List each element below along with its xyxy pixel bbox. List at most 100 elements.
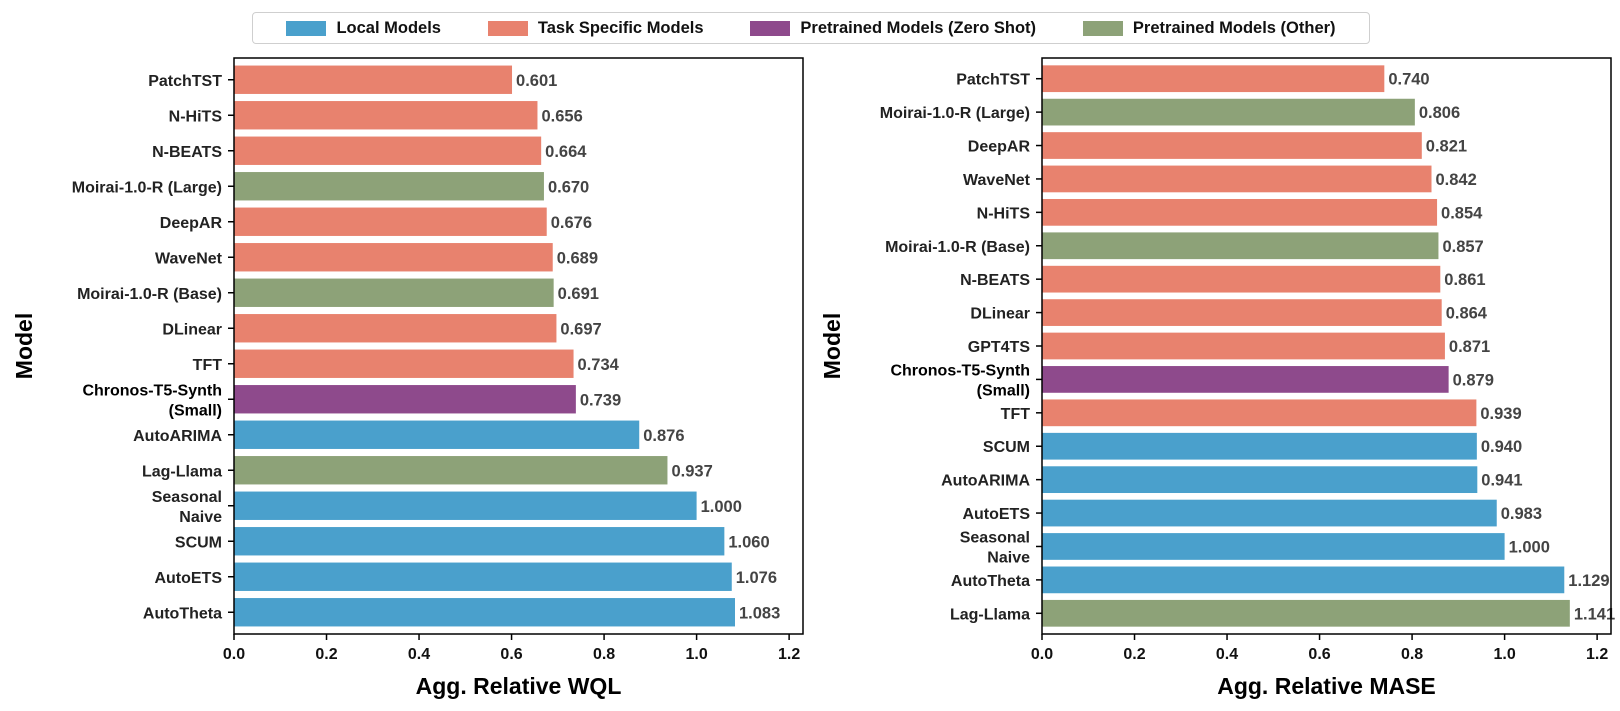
panel2-category-label-7: DLinear (970, 306, 1030, 323)
panel1-x-tick-label-6: 1.2 (778, 646, 800, 663)
panel1-x-tick-label-4: 0.8 (593, 646, 615, 663)
legend-swatch-zero (750, 20, 791, 36)
panel1-x-tick-label-0: 0.0 (223, 646, 245, 663)
panel1-value-label-1: 0.656 (541, 107, 582, 125)
panel2-category-label-4: N-HiTS (977, 205, 1031, 222)
panel1-category-label-8: TFT (193, 357, 223, 374)
panel1-value-label-4: 0.676 (551, 214, 592, 232)
panel1-value-label-3: 0.670 (548, 178, 589, 196)
panel2-value-label-1: 0.806 (1419, 104, 1460, 122)
panel2-category-label-16: Lag-Llama (950, 606, 1030, 623)
panel2-plot-frame (1041, 57, 1612, 635)
panel2-category-label-0: PatchTST (956, 72, 1030, 89)
panel1-x-tick-label-3: 0.6 (500, 646, 522, 663)
panel1-category-label-13: SCUM (175, 534, 222, 551)
panel2-category-label-2: DeepAR (968, 139, 1031, 156)
panel1-value-label-13: 1.060 (728, 533, 769, 551)
panel2-value-label-8: 0.871 (1449, 338, 1490, 356)
panel2-x-tick-label-5: 1.0 (1493, 646, 1515, 663)
panel1-plot-frame (233, 57, 804, 635)
legend-swatch-task (487, 20, 528, 36)
panel1-value-label-14: 1.076 (736, 569, 777, 587)
panel2-x-tick-label-2: 0.4 (1216, 646, 1238, 663)
panel2-value-label-5: 0.857 (1442, 238, 1483, 256)
panel2-x-tick-label-1: 0.2 (1123, 646, 1145, 663)
panel2-value-label-4: 0.854 (1441, 204, 1483, 222)
panel2-bar-15 (1042, 566, 1565, 594)
panel1-category-label-3: Moirai-1.0-R (Large) (72, 179, 222, 196)
panel2-bar-5 (1042, 232, 1439, 260)
panel2-value-label-15: 1.129 (1568, 572, 1609, 590)
legend-label-zero: Pretrained Models (Zero Shot) (800, 18, 1037, 37)
legend-label-task: Task Specific Models (537, 18, 704, 37)
panel2-category-label-9-line1: (Small) (977, 382, 1030, 399)
panel2-bar-16 (1042, 599, 1570, 627)
panel1-category-label-1: N-HiTS (169, 108, 223, 125)
panel1-y-axis-title: Model (11, 313, 37, 379)
panel2-value-label-7: 0.864 (1446, 305, 1488, 323)
panel1-bar-3 (234, 172, 544, 201)
panel2-bar-4 (1042, 198, 1438, 226)
panel1-category-label-10: AutoARIMA (133, 428, 222, 445)
panel2-value-label-0: 0.740 (1388, 71, 1429, 89)
panel1-bar-10 (234, 420, 640, 449)
panel2-x-tick-label-3: 0.6 (1308, 646, 1330, 663)
panel1-x-tick-label-2: 0.4 (408, 646, 430, 663)
panel2-bar-0 (1042, 65, 1385, 93)
panel2-category-label-10: TFT (1001, 406, 1031, 423)
panel1-category-label-5: WaveNet (155, 250, 223, 267)
panel1-value-label-9: 0.739 (580, 391, 621, 409)
panel1-category-label-15: AutoTheta (143, 605, 222, 622)
panel2-value-label-12: 0.941 (1481, 472, 1522, 490)
panel2-bar-9 (1042, 366, 1449, 393)
panel1-category-label-11: Lag-Llama (142, 463, 222, 480)
panel1-category-label-4: DeepAR (160, 215, 223, 232)
panel2-x-axis-title: Agg. Relative MASE (1217, 673, 1436, 699)
panel2-category-label-15: AutoTheta (951, 573, 1030, 590)
panel1-value-label-0: 0.601 (516, 72, 557, 90)
legend-swatch-local (286, 20, 327, 36)
panel1-value-label-15: 1.083 (739, 604, 780, 622)
panel1-value-label-11: 0.937 (671, 462, 712, 480)
panel1-bar-9 (234, 385, 576, 414)
panel2-x-tick-label-4: 0.8 (1401, 646, 1423, 663)
panel2-bar-7 (1042, 299, 1442, 326)
panel2-bar-1 (1042, 98, 1415, 126)
panel1-bar-6 (234, 278, 554, 307)
panel1-bar-2 (234, 136, 542, 165)
panel2-category-label-5: Moirai-1.0-R (Base) (885, 239, 1030, 256)
panel1-bar-11 (234, 456, 668, 485)
panel2-bar-12 (1042, 466, 1478, 494)
panel2-value-label-3: 0.842 (1436, 171, 1477, 189)
panel1-x-tick-label-5: 1.0 (685, 646, 707, 663)
panel2-value-label-13: 0.983 (1501, 505, 1542, 523)
panel1-value-label-10: 0.876 (643, 427, 684, 445)
panel2-category-label-3: WaveNet (963, 172, 1031, 189)
panel2-value-label-10: 0.939 (1480, 405, 1521, 423)
panel2-value-label-6: 0.861 (1444, 271, 1485, 289)
panel1-category-label-2: N-BEATS (152, 144, 222, 161)
panel2-value-label-9: 0.879 (1453, 371, 1494, 389)
panel1-value-label-8: 0.734 (578, 356, 620, 374)
panel2-category-label-12: AutoARIMA (941, 473, 1030, 490)
panel1-x-axis-title: Agg. Relative WQL (416, 673, 622, 699)
panel1-category-label-9-line1: (Small) (169, 402, 222, 419)
panel1-category-label-14: AutoETS (154, 570, 222, 587)
panel1-bar-8 (234, 349, 574, 378)
panel1-bar-4 (234, 207, 547, 236)
panel2-value-label-11: 0.940 (1481, 438, 1522, 456)
legend-item-local: Local Models (286, 19, 441, 38)
panel1-category-label-9-line0: Chronos-T5-Synth (82, 382, 222, 399)
chart-legend: Local Models Task Specific Models Pretrain… (252, 12, 1370, 44)
panel1-value-label-6: 0.691 (558, 285, 599, 303)
panel2-bar-11 (1042, 432, 1477, 460)
panel2-category-label-9-line0: Chronos-T5-Synth (890, 362, 1030, 379)
legend-label-local: Local Models (336, 18, 441, 37)
panel2-x-tick-label-0: 0.0 (1031, 646, 1053, 663)
panel1-bar-13 (234, 527, 725, 556)
panel2-bar-8 (1042, 332, 1445, 360)
panel1-bar-5 (234, 243, 553, 272)
panel1-value-label-5: 0.689 (557, 249, 598, 267)
panel1-value-label-2: 0.664 (545, 143, 587, 161)
